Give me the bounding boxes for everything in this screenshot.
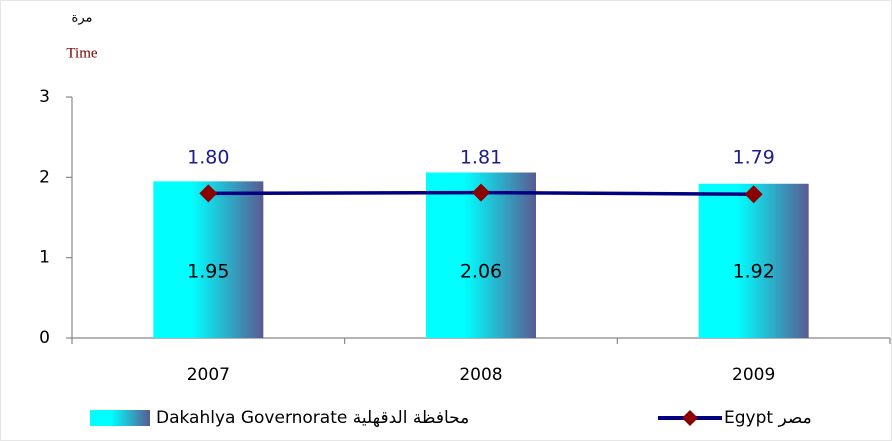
- y-tick-label: 2: [39, 167, 50, 187]
- legend-marker: [682, 410, 698, 426]
- y-tick-label: 0: [39, 328, 50, 348]
- line-value-label: 1.79: [733, 147, 775, 169]
- x-tick-label: 2008: [459, 365, 502, 385]
- line-marker: [472, 183, 490, 202]
- bar: [698, 183, 809, 338]
- line-marker: [199, 184, 218, 203]
- y-label: Time: [66, 45, 97, 61]
- bar-value-label: 1.92: [733, 261, 775, 283]
- bar-value-label: 1.95: [187, 261, 229, 283]
- line-marker: [744, 185, 763, 204]
- legend-label: Egypt مصر: [724, 408, 812, 428]
- x-tick-label: 2009: [732, 365, 775, 385]
- line-value-label: 1.81: [460, 147, 502, 169]
- legend-swatch: [90, 410, 150, 426]
- y-label-arabic: مرة: [72, 11, 93, 26]
- legend-label: Dakahlya Governorate محافظة الدقهلية: [156, 408, 469, 428]
- y-tick-label: 3: [39, 87, 50, 107]
- y-tick-label: 1: [39, 248, 50, 268]
- line-value-label: 1.80: [187, 147, 229, 169]
- bar-value-label: 2.06: [460, 261, 502, 283]
- bar: [153, 181, 264, 338]
- x-tick-label: 2007: [187, 365, 230, 385]
